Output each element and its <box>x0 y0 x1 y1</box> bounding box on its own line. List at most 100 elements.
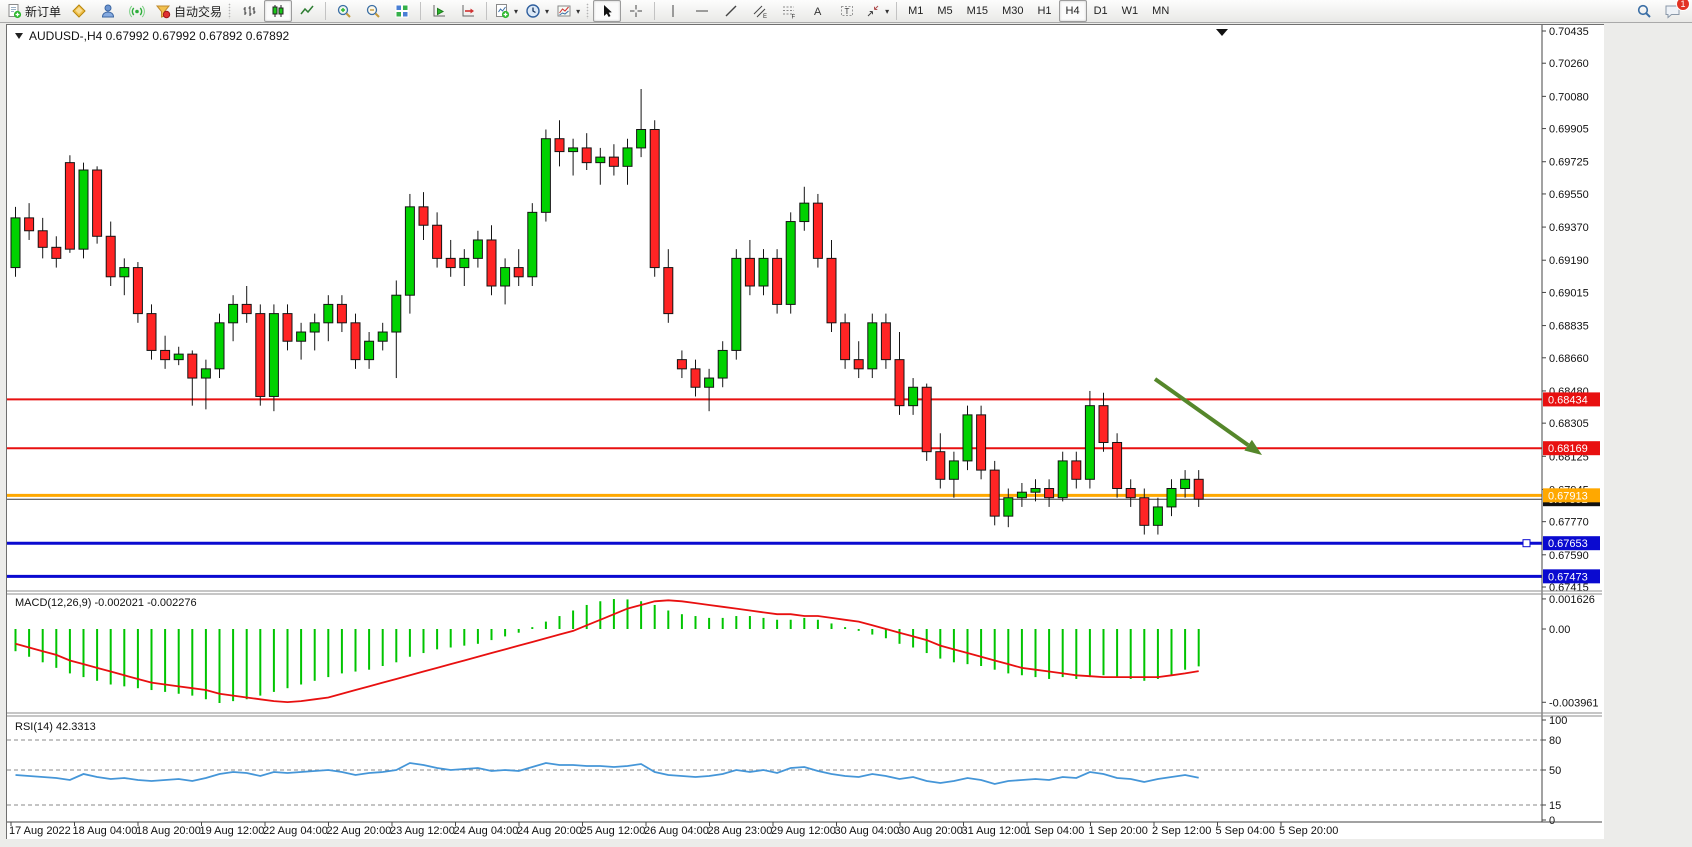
search-button[interactable] <box>1630 0 1658 22</box>
svg-text:0.001626: 0.001626 <box>1549 594 1595 606</box>
market-button[interactable] <box>65 0 93 22</box>
notifications-button[interactable]: 1 <box>1658 0 1690 22</box>
autotrading-button[interactable]: 自动交易 <box>152 0 225 22</box>
chart-shift-button[interactable] <box>454 0 482 22</box>
new-order-button[interactable]: 新订单 <box>3 0 64 22</box>
svg-text:T: T <box>845 7 850 16</box>
svg-text:E: E <box>763 14 767 19</box>
svg-text:19 Aug 12:00: 19 Aug 12:00 <box>200 825 265 837</box>
chevron-down-icon: ▾ <box>576 6 581 16</box>
chart-canvas[interactable]: 0.70435 0.70260 0.70080 0.69905 0.69725 0.695… <box>7 25 1602 837</box>
svg-text:22 Aug 04:00: 22 Aug 04:00 <box>263 825 328 837</box>
chart-dropdown-icon[interactable] <box>15 33 23 39</box>
svg-text:5 Sep 04:00: 5 Sep 04:00 <box>1216 825 1275 837</box>
zoom-in-icon <box>337 4 351 18</box>
svg-text:26 Aug 04:00: 26 Aug 04:00 <box>644 825 709 837</box>
horizontal-lines[interactable] <box>7 398 1542 578</box>
market-box-icon <box>72 4 86 18</box>
svg-text:0.69190: 0.69190 <box>1549 255 1589 267</box>
svg-text:29 Aug 12:00: 29 Aug 12:00 <box>771 825 836 837</box>
line-chart-icon <box>300 5 314 15</box>
svg-text:0.69725: 0.69725 <box>1549 157 1589 169</box>
new-order-label: 新订单 <box>25 4 62 19</box>
clock-icon <box>526 4 540 18</box>
search-icon <box>1637 4 1651 18</box>
cursor-button[interactable] <box>593 0 622 22</box>
tf-button-H1[interactable]: H1 <box>1037 5 1052 17</box>
svg-text:0.68835: 0.68835 <box>1549 321 1589 333</box>
auto-scroll-icon <box>433 5 446 17</box>
chevron-down-icon: ▾ <box>545 6 550 16</box>
svg-text:-0.003961: -0.003961 <box>1549 697 1599 709</box>
templates-icon <box>557 5 571 17</box>
chevron-down-icon: ▾ <box>885 6 890 16</box>
trendline-button[interactable] <box>717 0 745 22</box>
svg-text:0.70080: 0.70080 <box>1549 91 1589 103</box>
svg-text:0.67770: 0.67770 <box>1549 517 1589 529</box>
price-axis[interactable]: 0.70435 0.70260 0.70080 0.69905 0.69725 0.695… <box>1541 25 1600 827</box>
equidistant-channel-icon: E <box>753 5 767 19</box>
tf-button-D1[interactable]: D1 <box>1093 5 1108 17</box>
main-toolbar: 新订单 自动交易 ▾ ▾ <box>0 0 1692 23</box>
indicators-button[interactable]: ▾ <box>491 0 521 22</box>
line-chart-button[interactable] <box>293 0 321 22</box>
svg-text:0.00: 0.00 <box>1549 624 1570 636</box>
periods-button[interactable]: ▾ <box>522 0 552 22</box>
tf-button-M15[interactable]: M15 <box>966 5 989 17</box>
bar-chart-button[interactable] <box>235 0 263 22</box>
toolbar-separator <box>654 2 656 20</box>
arrows-button[interactable]: ▾ <box>862 0 892 22</box>
vertical-line-button[interactable] <box>659 0 687 22</box>
rsi-indicator-label: RSI(14) 42.3313 <box>15 721 96 733</box>
svg-text:5 Sep 20:00: 5 Sep 20:00 <box>1279 825 1338 837</box>
zoom-out-button[interactable] <box>359 0 387 22</box>
svg-text:24 Aug 20:00: 24 Aug 20:00 <box>517 825 582 837</box>
svg-text:0.69015: 0.69015 <box>1549 287 1589 299</box>
auto-scroll-button[interactable] <box>425 0 453 22</box>
svg-text:A: A <box>814 6 822 18</box>
tile-windows-button[interactable] <box>388 0 416 22</box>
chart-title-row[interactable]: AUDUSD-,H4 0.67992 0.67992 0.67892 0.678… <box>15 29 289 43</box>
chart-annotations[interactable] <box>1153 29 1262 455</box>
svg-text:0.67913: 0.67913 <box>1548 490 1588 502</box>
toolbar-right: 1 <box>1630 0 1690 22</box>
text-label-button[interactable]: T <box>833 0 861 22</box>
svg-text:1 Sep 04:00: 1 Sep 04:00 <box>1025 825 1084 837</box>
tf-button-W1[interactable]: W1 <box>1121 5 1139 17</box>
workspace-background <box>1604 24 1692 839</box>
trend-arrow[interactable] <box>1153 377 1250 447</box>
zoom-in-button[interactable] <box>330 0 358 22</box>
svg-text:0.68660: 0.68660 <box>1549 353 1589 365</box>
rsi-pane <box>7 739 1542 806</box>
candlestick-chart-button[interactable] <box>264 0 293 22</box>
hline-drag-handle[interactable] <box>1522 539 1531 548</box>
object-marker-icon[interactable] <box>1216 29 1228 36</box>
chevron-down-icon: ▾ <box>514 6 519 16</box>
svg-text:0.70435: 0.70435 <box>1549 26 1589 38</box>
svg-text:100: 100 <box>1549 715 1567 727</box>
tf-button-M30[interactable]: M30 <box>1002 5 1024 17</box>
trend-arrow-head[interactable] <box>1244 439 1262 455</box>
indicators-icon <box>496 4 510 19</box>
text-button[interactable]: A <box>804 0 832 22</box>
tf-button-H4[interactable]: H4 <box>1058 0 1087 22</box>
equidistant-channel-button[interactable]: E <box>746 0 774 22</box>
broadcast-button[interactable] <box>123 0 151 22</box>
svg-text:0.67473: 0.67473 <box>1548 571 1588 583</box>
svg-text:0.70260: 0.70260 <box>1549 58 1589 70</box>
tf-button-MN[interactable]: MN <box>1152 5 1170 17</box>
svg-text:0.69905: 0.69905 <box>1549 124 1589 136</box>
svg-text:80: 80 <box>1549 735 1561 747</box>
status-bar <box>0 839 1692 847</box>
templates-button[interactable]: ▾ <box>553 0 583 22</box>
fibonacci-button[interactable]: F <box>775 0 803 22</box>
svg-text:0: 0 <box>1549 815 1555 827</box>
crosshair-button[interactable] <box>622 0 650 22</box>
horizontal-line-button[interactable] <box>688 0 716 22</box>
chart-shift-icon <box>462 5 475 17</box>
tf-button-M1[interactable]: M1 <box>908 5 924 17</box>
tf-button-M5[interactable]: M5 <box>937 5 953 17</box>
chart-title: AUDUSD-,H4 0.67992 0.67992 0.67892 0.678… <box>29 29 290 43</box>
signals-button[interactable] <box>94 0 122 22</box>
